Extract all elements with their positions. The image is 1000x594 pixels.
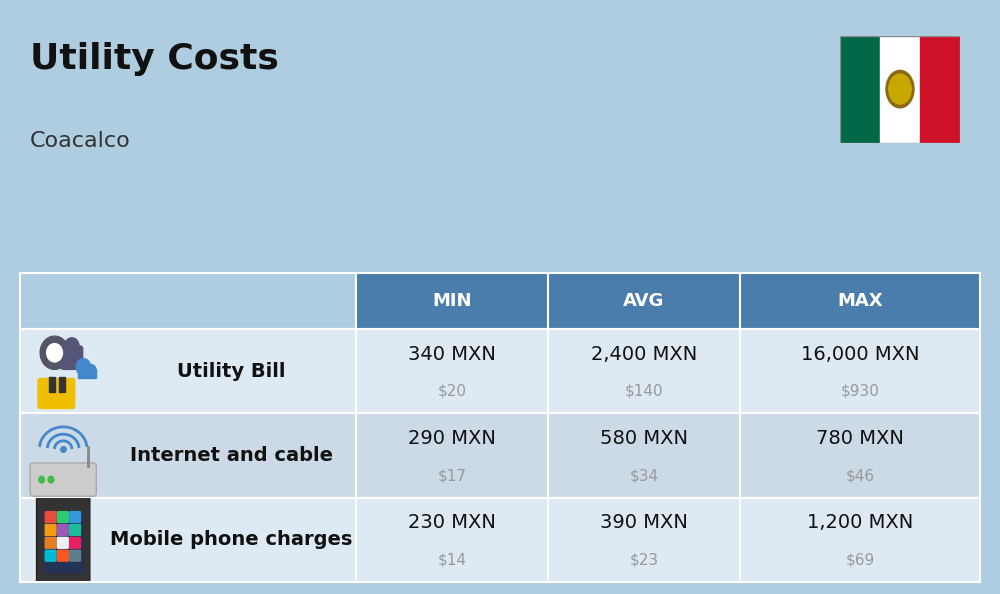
Circle shape (65, 338, 79, 355)
FancyBboxPatch shape (38, 378, 75, 409)
Bar (920, 36, 960, 143)
Text: 390 MXN: 390 MXN (600, 513, 688, 532)
Text: Utility Costs: Utility Costs (30, 42, 279, 75)
FancyBboxPatch shape (740, 413, 980, 498)
FancyBboxPatch shape (70, 550, 80, 561)
Text: $17: $17 (438, 468, 466, 483)
Bar (49, 377, 55, 392)
FancyBboxPatch shape (45, 550, 56, 561)
Text: 2,400 MXN: 2,400 MXN (591, 345, 697, 364)
FancyBboxPatch shape (356, 498, 548, 582)
FancyBboxPatch shape (20, 498, 356, 582)
FancyBboxPatch shape (548, 498, 740, 582)
Text: $69: $69 (845, 552, 875, 567)
FancyBboxPatch shape (45, 525, 56, 535)
FancyBboxPatch shape (70, 538, 80, 548)
FancyBboxPatch shape (57, 511, 68, 523)
Text: $46: $46 (845, 468, 875, 483)
FancyBboxPatch shape (548, 273, 740, 329)
Text: 16,000 MXN: 16,000 MXN (801, 345, 919, 364)
Text: $14: $14 (438, 552, 466, 567)
Text: AVG: AVG (623, 292, 665, 310)
FancyBboxPatch shape (20, 273, 356, 329)
FancyBboxPatch shape (57, 525, 68, 535)
Circle shape (886, 71, 914, 108)
Text: $23: $23 (629, 552, 659, 567)
FancyBboxPatch shape (70, 525, 80, 535)
FancyBboxPatch shape (45, 538, 56, 548)
Text: 780 MXN: 780 MXN (816, 429, 904, 448)
Text: MAX: MAX (837, 292, 883, 310)
Bar (840, 36, 880, 143)
Text: Internet and cable: Internet and cable (130, 446, 333, 465)
FancyBboxPatch shape (740, 329, 980, 413)
Circle shape (47, 343, 62, 362)
Circle shape (76, 359, 91, 375)
Text: Coacalco: Coacalco (30, 131, 131, 151)
FancyBboxPatch shape (57, 550, 68, 561)
Circle shape (39, 476, 44, 483)
Text: $140: $140 (625, 384, 663, 399)
Bar (44, 511, 82, 571)
FancyBboxPatch shape (356, 273, 548, 329)
Circle shape (40, 336, 69, 369)
FancyBboxPatch shape (548, 329, 740, 413)
Text: 580 MXN: 580 MXN (600, 429, 688, 448)
FancyBboxPatch shape (37, 496, 90, 584)
FancyBboxPatch shape (45, 511, 56, 523)
Circle shape (889, 74, 911, 104)
FancyBboxPatch shape (70, 511, 80, 523)
Text: Utility Bill: Utility Bill (177, 362, 285, 381)
FancyBboxPatch shape (20, 329, 356, 413)
Bar (59, 377, 65, 392)
FancyBboxPatch shape (356, 413, 548, 498)
Text: Mobile phone charges: Mobile phone charges (110, 530, 352, 549)
Text: 1,200 MXN: 1,200 MXN (807, 513, 913, 532)
FancyBboxPatch shape (548, 413, 740, 498)
Text: MIN: MIN (432, 292, 472, 310)
FancyBboxPatch shape (356, 329, 548, 413)
FancyBboxPatch shape (61, 346, 83, 369)
FancyBboxPatch shape (30, 463, 96, 496)
FancyBboxPatch shape (740, 498, 980, 582)
Text: $930: $930 (841, 384, 879, 399)
FancyBboxPatch shape (57, 538, 68, 548)
Circle shape (85, 364, 96, 378)
Circle shape (48, 476, 54, 483)
Text: $20: $20 (438, 384, 466, 399)
Text: $34: $34 (629, 468, 659, 483)
FancyBboxPatch shape (20, 413, 356, 498)
Bar (78, 369, 96, 378)
Bar (880, 36, 920, 143)
Text: 230 MXN: 230 MXN (408, 513, 496, 532)
Text: 290 MXN: 290 MXN (408, 429, 496, 448)
Text: 340 MXN: 340 MXN (408, 345, 496, 364)
FancyBboxPatch shape (740, 273, 980, 329)
